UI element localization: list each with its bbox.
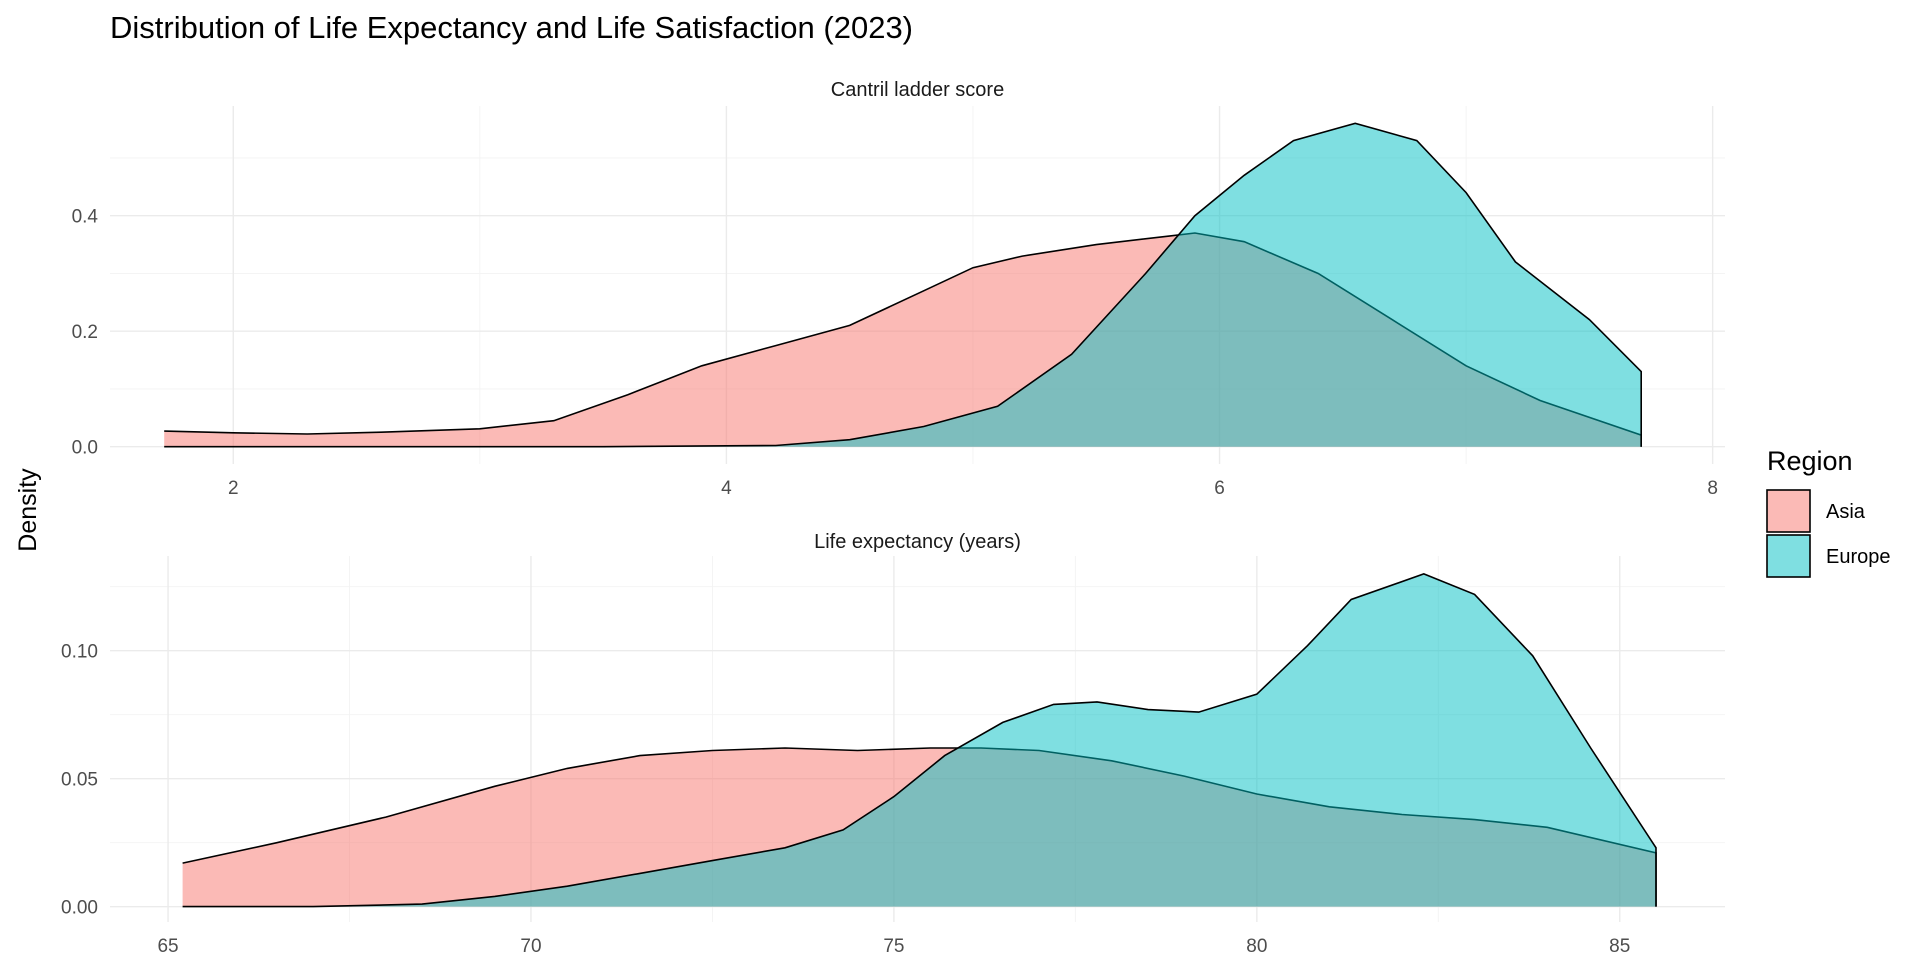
- y-tick-label: 0.10: [61, 642, 98, 663]
- density-outline-europe: [182, 573, 1657, 908]
- panel-cantril-ladder: 2 4 6 8 0.0 0.2 0.4 Cantril ladder score: [72, 79, 1725, 499]
- legend-key-asia: [1766, 489, 1811, 533]
- x-tick-label: 2: [228, 478, 239, 499]
- y-tick-label: 0.4: [72, 207, 99, 228]
- legend-label-europe: Europe: [1826, 546, 1891, 568]
- facet-strip-label: Life expectancy (years): [814, 531, 1021, 553]
- chart-title: Distribution of Life Expectancy and Life…: [110, 10, 914, 45]
- x-tick-label: 80: [1246, 936, 1267, 957]
- legend: Region Asia Europe: [1766, 446, 1891, 578]
- y-tick-label: 0.00: [61, 898, 98, 919]
- x-tick-label: 8: [1707, 478, 1718, 499]
- x-tick-label: 65: [157, 936, 178, 957]
- legend-key-europe: [1766, 534, 1811, 578]
- y-tick-label: 0.2: [72, 322, 98, 343]
- density-outline-europe: [164, 122, 1642, 448]
- legend-label-asia: Asia: [1826, 501, 1866, 523]
- legend-title: Region: [1767, 446, 1853, 476]
- density-area-europe: [182, 573, 1657, 907]
- x-tick-label: 4: [721, 478, 732, 499]
- x-tick-label: 85: [1609, 936, 1630, 957]
- y-tick-label: 0.0: [72, 438, 98, 459]
- panel-life-expectancy: 65 70 75 80 85 0.00 0.05 0.10 Life expectancy (y…: [61, 531, 1725, 957]
- y-tick-label: 0.05: [61, 770, 98, 791]
- density-area-europe: [164, 123, 1642, 447]
- x-tick-label: 75: [883, 936, 904, 957]
- y-axis-label: Density: [14, 468, 42, 552]
- x-tick-label: 70: [520, 936, 541, 957]
- facet-strip-label: Cantril ladder score: [831, 79, 1004, 101]
- x-tick-label: 6: [1214, 478, 1225, 499]
